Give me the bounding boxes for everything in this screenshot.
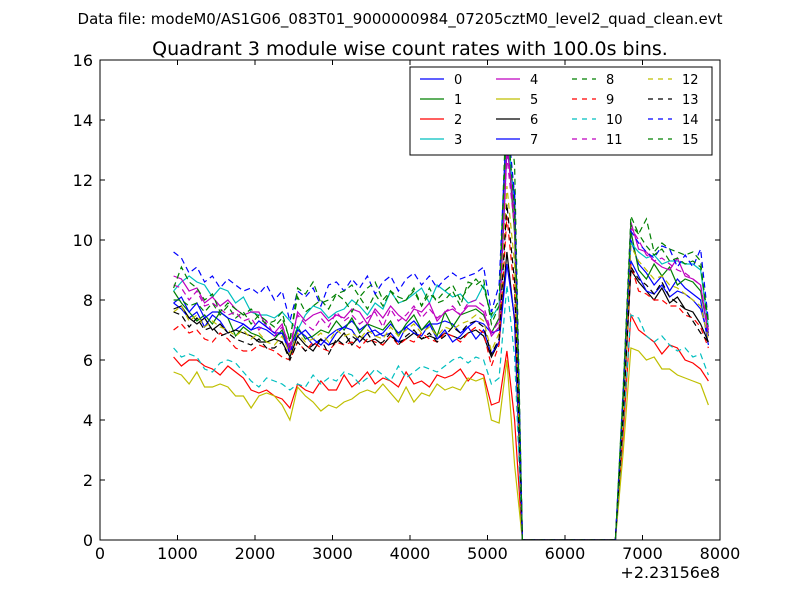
x-tick-label: 7000 bbox=[622, 544, 663, 563]
y-tick-label: 2 bbox=[83, 471, 93, 490]
series-layer bbox=[173, 89, 709, 540]
legend-label-5: 5 bbox=[530, 93, 538, 108]
y-tick-label: 8 bbox=[83, 291, 93, 310]
series-line-5 bbox=[173, 347, 709, 540]
legend-label-14: 14 bbox=[682, 113, 699, 128]
series-line-4 bbox=[173, 143, 709, 540]
legend-label-13: 13 bbox=[682, 93, 699, 108]
series-line-7 bbox=[173, 258, 709, 540]
x-tick-label: 1000 bbox=[157, 544, 198, 563]
x-tick-label: 0 bbox=[95, 544, 105, 563]
legend-label-2: 2 bbox=[454, 113, 462, 128]
series-line-13 bbox=[173, 203, 709, 540]
y-tick-label: 12 bbox=[73, 171, 93, 190]
legend-label-7: 7 bbox=[530, 133, 538, 148]
x-tick-label: 8000 bbox=[700, 544, 741, 563]
series-line-0 bbox=[173, 149, 709, 540]
legend-label-3: 3 bbox=[454, 133, 462, 148]
legend-label-10: 10 bbox=[606, 113, 623, 128]
series-line-9 bbox=[173, 215, 709, 540]
x-axis-offset-label: +2.23156e8 bbox=[620, 563, 720, 582]
legend-box bbox=[409, 66, 713, 156]
y-tick-label: 14 bbox=[73, 111, 93, 130]
legend-label-11: 11 bbox=[606, 133, 623, 148]
legend-label-0: 0 bbox=[454, 73, 462, 88]
x-tick-label: 4000 bbox=[390, 544, 431, 563]
chart-title: Quadrant 3 module wise count rates with … bbox=[152, 38, 668, 60]
legend-label-9: 9 bbox=[606, 93, 614, 108]
legend-label-4: 4 bbox=[530, 73, 538, 88]
legend-label-15: 15 bbox=[682, 133, 699, 148]
legend-label-8: 8 bbox=[606, 73, 614, 88]
legend-label-12: 12 bbox=[682, 73, 699, 88]
legend-label-6: 6 bbox=[530, 113, 538, 128]
x-tick-label: 6000 bbox=[545, 544, 586, 563]
legend-label-1: 1 bbox=[454, 93, 462, 108]
series-line-8 bbox=[173, 89, 709, 540]
figure-suptitle: Data file: modeM0/AS1G06_083T01_90000009… bbox=[78, 10, 723, 29]
y-tick-label: 16 bbox=[73, 51, 93, 70]
y-tick-label: 4 bbox=[83, 411, 93, 430]
x-tick-label: 3000 bbox=[312, 544, 353, 563]
series-line-15 bbox=[173, 116, 709, 540]
y-tick-label: 10 bbox=[73, 231, 93, 250]
axes-ticks: 0 1000 2000 3000 4000 5000 6000 7000 80000246810… bbox=[73, 51, 741, 563]
x-tick-label: 5000 bbox=[467, 544, 508, 563]
y-tick-label: 0 bbox=[83, 531, 93, 550]
y-tick-label: 6 bbox=[83, 351, 93, 370]
x-tick-label: 2000 bbox=[235, 544, 276, 563]
